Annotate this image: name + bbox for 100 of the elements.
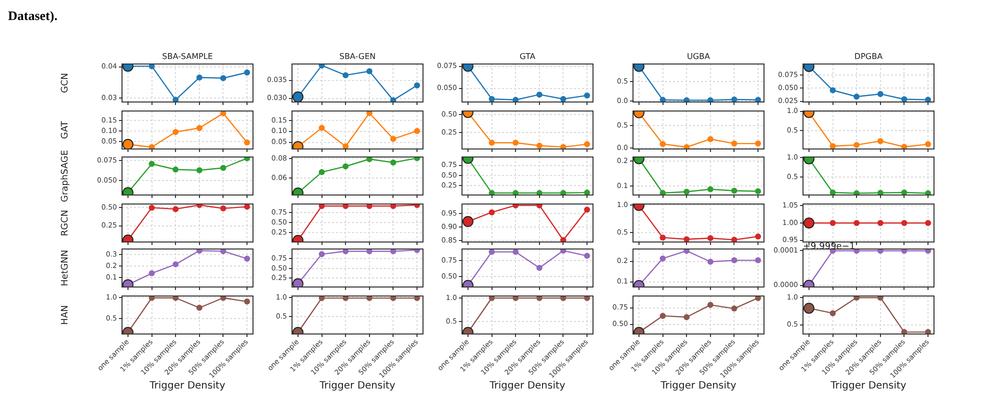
chart-title: SBA-GEN <box>339 52 376 62</box>
chart-title: DPGBA <box>854 52 884 62</box>
y-axis-title: GCN <box>60 73 71 93</box>
point <box>755 233 762 240</box>
x-axis-title: Trigger Density <box>660 380 736 392</box>
point <box>560 190 566 195</box>
point <box>342 204 349 209</box>
point <box>560 249 566 254</box>
point <box>684 188 690 195</box>
point <box>414 128 420 134</box>
point <box>660 141 666 148</box>
point <box>901 329 908 334</box>
point <box>707 97 714 102</box>
point <box>584 141 590 148</box>
point <box>172 166 179 172</box>
point <box>512 96 519 102</box>
point <box>366 157 372 162</box>
point <box>584 190 590 195</box>
point <box>755 188 762 194</box>
point <box>512 140 519 146</box>
point <box>318 169 325 176</box>
point <box>196 249 202 254</box>
point <box>707 302 714 308</box>
point <box>220 296 226 301</box>
point <box>512 190 519 195</box>
point <box>925 141 932 148</box>
y-axis-title: HetGNN <box>60 250 71 286</box>
point <box>390 97 396 102</box>
point <box>877 90 884 97</box>
point <box>830 189 836 195</box>
point <box>830 143 836 149</box>
point <box>196 304 202 311</box>
point <box>731 140 738 147</box>
point <box>755 96 762 102</box>
point <box>172 128 179 135</box>
point <box>925 329 932 334</box>
y-axis-title: RGCN <box>60 210 71 236</box>
point <box>512 249 519 255</box>
text: Dataset). <box>8 8 58 24</box>
point <box>488 249 495 255</box>
point <box>707 186 714 192</box>
point <box>148 64 155 70</box>
point <box>830 310 836 316</box>
point <box>560 144 566 149</box>
point <box>560 96 566 102</box>
point <box>220 75 226 82</box>
chart-title: UGBA <box>686 52 711 62</box>
point <box>220 164 226 171</box>
point <box>584 252 590 259</box>
point <box>318 204 325 209</box>
point <box>244 204 250 210</box>
point <box>830 87 836 94</box>
point <box>172 206 179 212</box>
point <box>901 144 908 149</box>
point <box>854 190 860 195</box>
point <box>684 236 690 242</box>
point <box>684 314 690 320</box>
point <box>172 96 179 102</box>
point <box>536 190 542 195</box>
point <box>731 236 738 242</box>
point <box>148 204 155 211</box>
point <box>731 257 738 264</box>
point <box>220 111 226 116</box>
point <box>755 257 762 264</box>
point <box>684 144 690 149</box>
point <box>584 92 590 98</box>
point <box>684 249 690 254</box>
point <box>172 261 179 268</box>
point <box>220 205 226 212</box>
point <box>414 82 420 88</box>
point <box>366 249 372 254</box>
point <box>488 190 495 195</box>
point <box>707 235 714 242</box>
point <box>755 140 762 147</box>
chart-title: SBA-SAMPLE <box>162 52 213 62</box>
point <box>660 234 666 241</box>
point <box>488 140 495 146</box>
point <box>148 270 155 276</box>
point <box>148 144 155 149</box>
point <box>925 96 932 102</box>
point <box>925 190 932 195</box>
point <box>707 258 714 265</box>
point <box>244 69 250 76</box>
point <box>536 264 542 271</box>
point <box>390 249 396 254</box>
point <box>196 74 202 81</box>
point <box>318 124 325 131</box>
x-axis-title: Trigger Density <box>488 380 566 392</box>
point <box>390 136 396 142</box>
point <box>220 249 226 254</box>
point <box>342 249 349 254</box>
point <box>854 296 860 301</box>
point <box>318 251 325 258</box>
point <box>901 189 908 195</box>
point <box>196 125 202 132</box>
point <box>854 142 860 148</box>
point <box>390 204 396 209</box>
point <box>488 96 495 102</box>
point <box>684 97 690 102</box>
point <box>366 111 372 116</box>
